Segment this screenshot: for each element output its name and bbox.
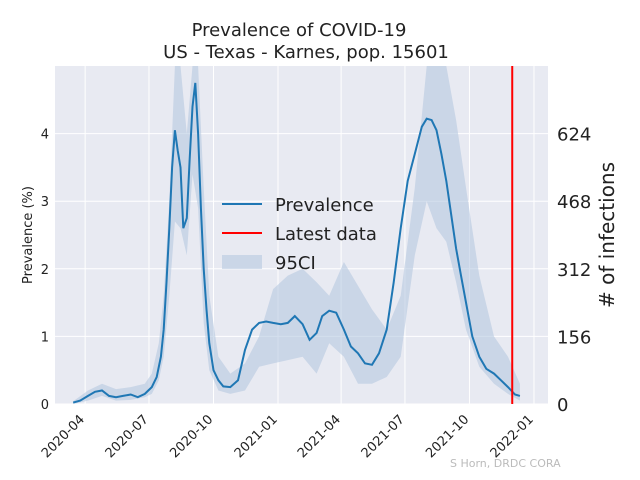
y-tick-label-right: 468 [557, 192, 591, 213]
ci-band [73, 66, 520, 404]
y-tick-label-right: 624 [557, 125, 591, 146]
x-tick-label: 2020-04 [39, 412, 88, 461]
y-tick-label: 3 [41, 195, 49, 210]
legend-label-latest: Latest data [275, 224, 377, 245]
chart-subtitle: US - Texas - Karnes, pop. 15601 [163, 42, 449, 63]
legend-label-95ci: 95CI [275, 253, 316, 274]
x-ticks: 2020-04 2020-07 2020-10 2021-01 2021-04 2021-… [39, 412, 537, 461]
y-tick-label-right: 0 [557, 395, 568, 416]
y-tick-label-right: 156 [557, 327, 591, 348]
x-tick-label: 2020-10 [167, 412, 216, 461]
y-axis-label-right: # of infections [595, 162, 619, 308]
x-tick-label: 2020-07 [103, 412, 152, 461]
prevalence-line [72, 82, 521, 404]
y-tick-label: 2 [41, 263, 49, 278]
legend-swatch-95ci [222, 255, 262, 269]
x-tick-label: 2021-07 [359, 412, 408, 461]
y-ticks-right: 0 156 312 468 624 [557, 125, 591, 416]
y-tick-label: 0 [41, 398, 49, 413]
y-ticks-left: 0 1 2 3 4 [41, 128, 49, 413]
y-tick-label-right: 312 [557, 260, 591, 281]
x-tick-label: 2021-01 [232, 412, 281, 461]
y-tick-label: 4 [41, 128, 49, 143]
legend-label-prevalence: Prevalence [275, 195, 374, 216]
y-axis-label: Prevalence (%) [21, 186, 36, 284]
credit-text: S Horn, DRDC CORA [450, 457, 561, 470]
x-tick-label: 2021-04 [295, 412, 344, 461]
chart-title: Prevalence of COVID-19 [192, 20, 407, 41]
y-tick-label: 1 [41, 330, 49, 345]
x-tick-label: 2021-10 [423, 412, 472, 461]
legend: Prevalence Latest data 95CI [222, 195, 377, 274]
x-tick-label: 2022-01 [488, 412, 537, 461]
